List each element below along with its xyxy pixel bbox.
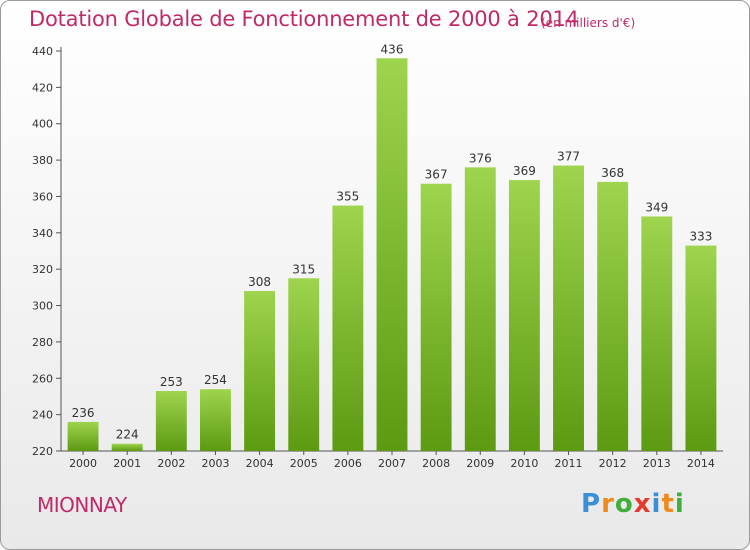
logo-letter: o bbox=[614, 489, 634, 519]
bar-2007 bbox=[376, 58, 408, 451]
chart-bars bbox=[67, 58, 717, 451]
y-tick-label: 260 bbox=[32, 372, 53, 385]
logo-letter: P bbox=[581, 489, 602, 519]
x-tick-label: 2003 bbox=[201, 457, 229, 470]
data-label: 236 bbox=[72, 406, 95, 420]
bar-2013 bbox=[641, 216, 673, 451]
x-tick-label: 2008 bbox=[422, 457, 450, 470]
bar-2009 bbox=[464, 167, 496, 451]
y-tick-label: 360 bbox=[32, 190, 53, 203]
x-tick-label: 2004 bbox=[246, 457, 274, 470]
bar-2001 bbox=[111, 443, 143, 451]
logo-letter: t bbox=[661, 489, 675, 519]
y-tick-label: 400 bbox=[32, 118, 53, 131]
bar-2006 bbox=[332, 205, 364, 451]
data-label: 355 bbox=[336, 190, 359, 204]
y-tick-label: 220 bbox=[32, 445, 53, 458]
chart-labels: 236 224 253 254 308 315 355 436 367 376 369 377 368 3… bbox=[72, 42, 713, 441]
bar-2014 bbox=[685, 245, 717, 451]
y-tick-label: 300 bbox=[32, 300, 53, 313]
x-tick-label: 2012 bbox=[599, 457, 627, 470]
y-tick-label: 240 bbox=[32, 409, 53, 422]
logo-letter: i bbox=[651, 489, 662, 519]
x-tick-label: 2007 bbox=[378, 457, 406, 470]
x-tick-label: 2001 bbox=[113, 457, 141, 470]
data-label: 224 bbox=[116, 428, 139, 442]
bar-2005 bbox=[288, 278, 320, 451]
x-tick-label: 2011 bbox=[555, 457, 583, 470]
data-label: 377 bbox=[557, 150, 580, 164]
data-label: 253 bbox=[160, 375, 183, 389]
data-label: 436 bbox=[381, 42, 404, 56]
logo-letter: x bbox=[633, 489, 652, 519]
y-tick-label: 320 bbox=[32, 263, 53, 276]
chart-axes: 220 240 260 280 300 320 340 360 380 400 420 440 2000… bbox=[32, 45, 723, 470]
logo-letter: r bbox=[601, 489, 615, 519]
bar-2010 bbox=[508, 180, 540, 451]
bar-2000 bbox=[67, 421, 99, 451]
logo-letter: i bbox=[674, 489, 685, 519]
data-label: 333 bbox=[689, 230, 712, 244]
y-tick-label: 440 bbox=[32, 45, 53, 58]
data-label: 376 bbox=[469, 151, 492, 165]
x-tick-label: 2002 bbox=[157, 457, 185, 470]
bar-2011 bbox=[553, 165, 584, 451]
bar-2008 bbox=[420, 183, 452, 451]
y-tick-label: 340 bbox=[32, 227, 53, 240]
x-tick-label: 2013 bbox=[643, 457, 671, 470]
data-label: 369 bbox=[513, 164, 536, 178]
proxiti-logo: Proxiti bbox=[581, 489, 685, 519]
y-tick-label: 380 bbox=[32, 154, 53, 167]
x-tick-label: 2009 bbox=[466, 457, 494, 470]
chart-title: Dotation Globale de Fonctionnement de 20… bbox=[29, 7, 579, 31]
y-tick-label: 420 bbox=[32, 81, 53, 94]
x-tick-label: 2010 bbox=[510, 457, 538, 470]
commune-name: MIONNAY bbox=[37, 493, 127, 517]
chart-subtitle: (en milliers d'€) bbox=[541, 16, 636, 30]
bar-2004 bbox=[244, 291, 276, 451]
bar-2012 bbox=[597, 181, 629, 451]
data-label: 349 bbox=[645, 200, 668, 214]
data-label: 308 bbox=[248, 275, 271, 289]
x-tick-label: 2005 bbox=[290, 457, 318, 470]
data-label: 367 bbox=[425, 168, 448, 182]
x-tick-label: 2014 bbox=[687, 457, 715, 470]
data-label: 368 bbox=[601, 166, 624, 180]
x-tick-label: 2000 bbox=[69, 457, 97, 470]
y-tick-label: 280 bbox=[32, 336, 53, 349]
x-tick-label: 2006 bbox=[334, 457, 362, 470]
data-label: 254 bbox=[204, 373, 227, 387]
bar-2003 bbox=[200, 389, 231, 451]
data-label: 315 bbox=[292, 262, 315, 276]
bar-2002 bbox=[155, 391, 187, 451]
